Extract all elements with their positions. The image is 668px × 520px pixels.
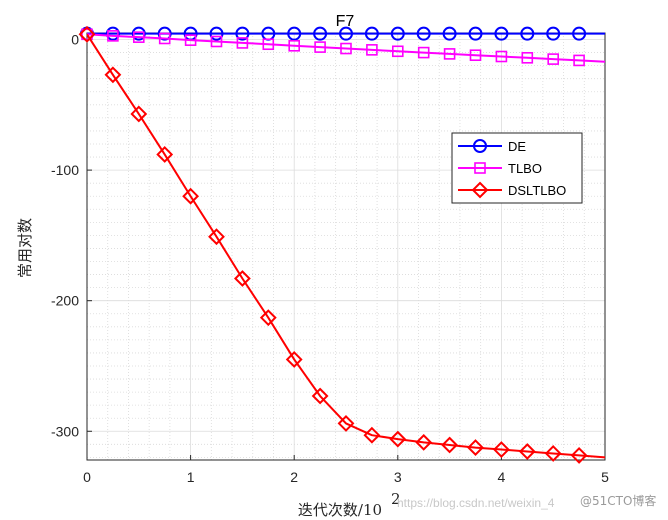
legend-label-dsltlbo: DSLTLBO [508, 183, 566, 198]
marker-circle [313, 26, 328, 41]
minor-grid [87, 33, 605, 460]
x-tick-label: 5 [601, 469, 609, 485]
y-tick-label: -200 [51, 293, 79, 309]
marker-diamond [233, 270, 251, 287]
legend: DE TLBO DSLTLBO [451, 132, 583, 204]
y-axis-label: 常用对数 [16, 218, 34, 278]
marker-square [158, 32, 171, 45]
series-line [86, 33, 606, 459]
marker-diamond [208, 228, 225, 246]
marker-square [474, 162, 486, 174]
marker-square [81, 28, 93, 41]
x-tick-label: 4 [498, 469, 506, 485]
marker-circle [442, 26, 457, 41]
marker-circle [209, 26, 224, 41]
marker-diamond [104, 66, 122, 84]
marker-diamond [337, 415, 355, 432]
y-tick-label: -300 [51, 423, 79, 439]
marker-diamond [389, 430, 407, 448]
marker-square [547, 53, 560, 65]
marker-square [262, 38, 275, 51]
marker-circle [572, 26, 587, 41]
marker-diamond [518, 443, 536, 460]
series-dsltlbo [78, 25, 606, 464]
marker-circle [520, 26, 535, 41]
y-tick-label: -100 [51, 162, 79, 178]
legend-label-tlbo: TLBO [508, 161, 542, 176]
y-tick-label: 0 [71, 32, 79, 48]
y-axis-ticks: 0 -100 -200 -300 [51, 32, 92, 439]
marker-diamond [259, 309, 277, 327]
watermark-brand: @51CTO博客 [580, 493, 656, 508]
marker-square [314, 41, 326, 53]
marker-diamond [78, 25, 96, 43]
marker-circle [390, 26, 405, 41]
marker-diamond [492, 441, 510, 458]
marker-square [340, 42, 352, 55]
marker-diamond [156, 146, 174, 163]
marker-diamond [570, 447, 588, 464]
marker-diamond [311, 387, 329, 405]
marker-diamond [415, 433, 433, 451]
marker-square [133, 31, 145, 43]
marker-diamond [285, 351, 303, 368]
x-axis-label-exponent: 2 [391, 490, 401, 508]
marker-circle [339, 26, 353, 41]
marker-square [469, 49, 482, 61]
marker-square [391, 45, 404, 58]
marker-square [443, 48, 456, 60]
marker-square [107, 30, 119, 42]
series-tlbo [81, 28, 606, 67]
x-tick-label: 3 [394, 469, 402, 485]
chart-title: F7 [336, 13, 355, 30]
x-tick-label: 1 [187, 469, 195, 485]
watermark-url: https://blog.csdn.net/weixin_4 [397, 496, 555, 510]
marker-diamond [467, 439, 484, 457]
marker-circle [105, 26, 120, 41]
marker-diamond [363, 426, 381, 444]
marker-square [417, 46, 430, 59]
marker-circle [494, 26, 509, 41]
marker-square [288, 39, 301, 52]
marker-circle [157, 26, 172, 41]
marker-circle [468, 26, 483, 41]
legend-label-de: DE [508, 139, 526, 154]
x-tick-label: 2 [290, 469, 298, 485]
marker-square [495, 50, 508, 63]
marker-square [521, 52, 534, 64]
marker-square [366, 44, 378, 56]
x-axis-label: 迭代次数/10 [298, 501, 382, 519]
marker-diamond [130, 105, 148, 123]
marker-diamond [544, 445, 562, 462]
marker-circle [416, 26, 431, 41]
marker-circle [364, 26, 379, 41]
marker-diamond [182, 187, 200, 205]
series-layer [78, 25, 606, 464]
marker-diamond [471, 181, 489, 199]
marker-square [573, 54, 585, 67]
series-line [86, 33, 606, 63]
x-tick-label: 0 [83, 469, 91, 485]
marker-circle [287, 26, 302, 41]
marker-square [210, 35, 223, 48]
marker-square [236, 37, 249, 49]
marker-circle [546, 26, 561, 41]
marker-circle [131, 26, 146, 41]
marker-diamond [441, 436, 459, 454]
marker-circle [235, 26, 250, 41]
marker-square [184, 34, 197, 46]
marker-circle [473, 139, 487, 153]
